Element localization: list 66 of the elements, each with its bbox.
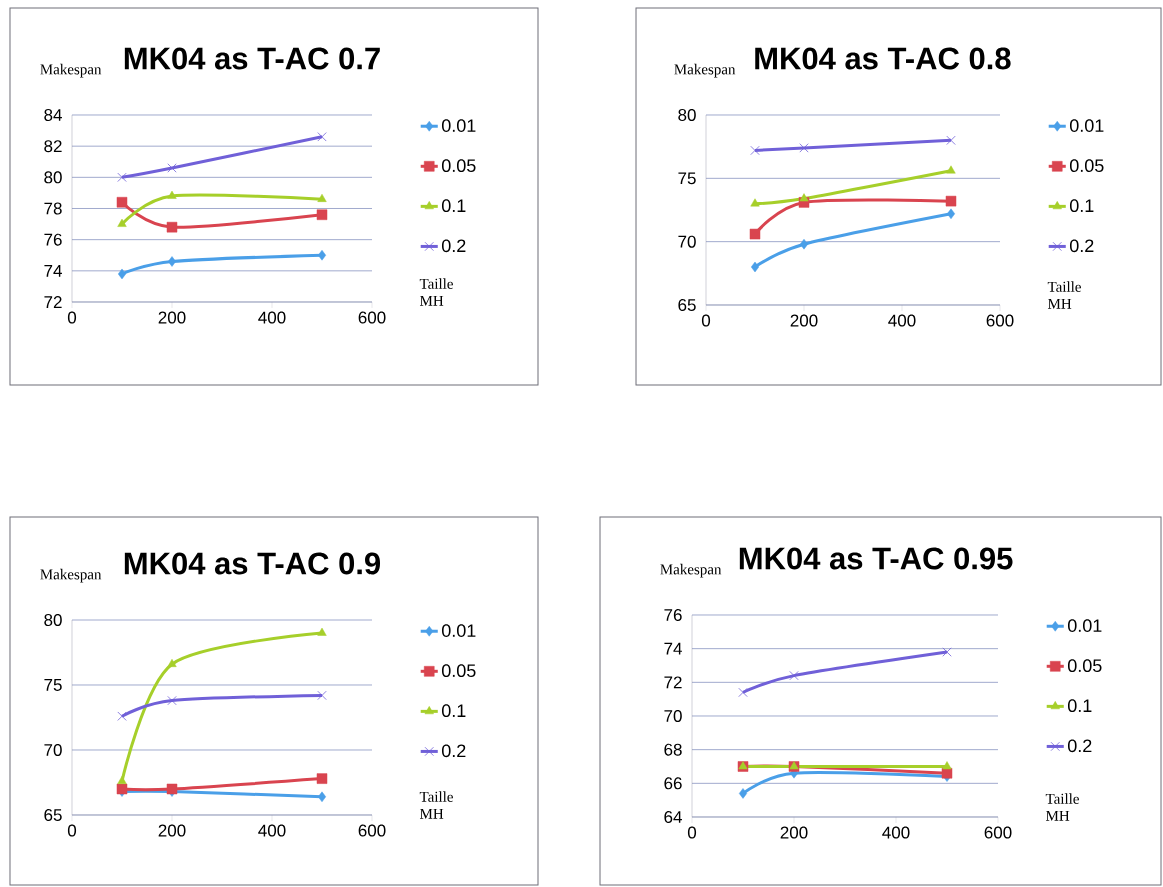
x-tick-label: 200 [780, 826, 808, 839]
y-tick-label: 80 [44, 171, 62, 184]
y-tick-label: 78 [44, 202, 62, 215]
y-tick-label: 76 [664, 608, 682, 622]
y-tick-label: 76 [44, 233, 62, 246]
y-tick-label: 74 [664, 642, 682, 655]
y-axis-title: Makespan [40, 568, 102, 583]
y-axis-title: Makespan [660, 563, 722, 578]
x-tick-label: 0 [701, 314, 711, 327]
legend-label: 0.05 [441, 159, 476, 173]
x-tick-label: 400 [882, 826, 910, 839]
chart-title: MK04 as T-AC 0.95 [739, 547, 1013, 570]
x-tick-label: 600 [358, 824, 386, 837]
y-tick-label: 66 [664, 777, 682, 790]
legend-label: 0.1 [1069, 199, 1094, 213]
y-tick-label: 80 [678, 108, 696, 122]
x-tick-label: 400 [258, 311, 286, 324]
y-tick-label: 70 [678, 235, 696, 248]
legend-label: 0.05 [1069, 159, 1104, 173]
y-axis-title: Makespan [674, 63, 736, 78]
y-tick-label: 70 [664, 709, 682, 723]
legend-label: 0.1 [1067, 699, 1092, 713]
y-tick-label: 84 [44, 108, 62, 122]
x-tick-label: 200 [158, 824, 186, 837]
chart-title: MK04 as T-AC 0.8 [755, 47, 1011, 70]
x-tick-label: 0 [67, 311, 77, 324]
x-tick-label: 0 [67, 824, 77, 837]
chart-title: MK04 as T-AC 0.9 [124, 552, 381, 575]
x-tick-label: 0 [687, 826, 697, 839]
legend-label: 0.01 [441, 119, 476, 132]
y-tick-label: 72 [664, 676, 682, 689]
x-tick-label: 200 [158, 311, 186, 324]
x-tick-label: 200 [790, 314, 818, 327]
x-tick-label: 400 [258, 824, 286, 837]
legend-label: 0.1 [441, 199, 466, 213]
x-tick-label: 400 [888, 314, 916, 327]
x-tick-label: 600 [358, 311, 386, 324]
x-axis-title: Taille MH [419, 791, 453, 819]
x-tick-label: 600 [984, 826, 1012, 839]
legend-label: 0.2 [441, 239, 466, 253]
legend-label: 0.05 [441, 664, 476, 678]
chart-title: MK04 as T-AC 0.7 [124, 47, 380, 70]
y-tick-label: 82 [44, 140, 62, 153]
y-tick-label: 74 [44, 264, 62, 277]
x-axis-title: Taille MH [1047, 281, 1081, 309]
y-tick-label: 64 [664, 810, 682, 824]
legend-label: 0.01 [441, 624, 476, 637]
y-tick-label: 80 [44, 613, 62, 627]
y-tick-label: 65 [44, 808, 62, 822]
x-axis-title: Taille MH [419, 278, 453, 306]
legend-label: 0.2 [1067, 739, 1092, 753]
legend-label: 0.01 [1067, 619, 1102, 632]
legend-label: 0.05 [1067, 659, 1102, 673]
y-tick-label: 68 [664, 743, 682, 756]
legend-label: 0.2 [441, 744, 466, 758]
x-tick-label: 600 [986, 314, 1014, 327]
y-axis-title: Makespan [40, 63, 102, 78]
x-axis-title: Taille MH [1045, 793, 1079, 821]
y-tick-label: 70 [44, 743, 62, 757]
legend-label: 0.2 [1069, 239, 1094, 253]
legend-label: 0.01 [1069, 119, 1104, 132]
legend-label: 0.1 [441, 704, 466, 718]
y-tick-label: 65 [678, 298, 696, 312]
y-tick-label: 75 [44, 679, 62, 691]
y-tick-label: 75 [678, 172, 696, 185]
y-tick-label: 72 [44, 296, 62, 308]
